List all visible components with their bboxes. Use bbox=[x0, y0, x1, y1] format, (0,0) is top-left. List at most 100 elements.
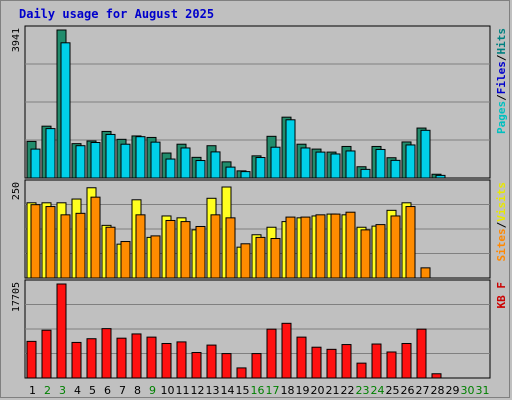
panel-1-legend: Pages/Files/Hits bbox=[495, 28, 508, 134]
x-tick-label-day-12: 12 bbox=[191, 384, 205, 397]
bar-kb-f-day-1 bbox=[26, 340, 37, 379]
bar-kb-f-day-10 bbox=[161, 342, 172, 379]
legend-entry: Hits bbox=[495, 28, 508, 55]
x-tick-label-day-19: 19 bbox=[296, 384, 310, 397]
x-tick-label-day-13: 13 bbox=[206, 384, 220, 397]
bar-sites-day-8 bbox=[135, 214, 146, 279]
x-tick-label-day-29: 29 bbox=[446, 384, 460, 397]
legend-entry: Sites bbox=[495, 228, 508, 261]
bar-files-day-11 bbox=[180, 147, 191, 179]
chart-title: Daily usage for August 2025 bbox=[19, 7, 215, 21]
bar-sites-day-3 bbox=[60, 214, 71, 279]
bar-files-day-1 bbox=[30, 148, 41, 179]
bar-kb-f-day-7 bbox=[116, 337, 127, 379]
bar-kb-f-day-4 bbox=[71, 341, 82, 379]
bar-files-day-20 bbox=[315, 151, 326, 179]
x-tick-label-day-15: 15 bbox=[236, 384, 250, 397]
bar-sites-day-12 bbox=[195, 225, 206, 279]
bar-sites-day-2 bbox=[45, 206, 56, 279]
bar-sites-day-14 bbox=[225, 217, 236, 279]
legend-entry: / bbox=[495, 54, 508, 61]
bar-files-day-9 bbox=[150, 141, 161, 179]
x-tick-label-day-27: 27 bbox=[416, 384, 430, 397]
bar-files-day-24 bbox=[375, 148, 386, 179]
bar-kb-f-day-25 bbox=[386, 351, 397, 379]
bar-kb-f-day-26 bbox=[401, 342, 412, 379]
legend-entry: Pages bbox=[495, 101, 508, 134]
bar-kb-f-day-8 bbox=[131, 333, 142, 379]
x-tick-label-day-10: 10 bbox=[161, 384, 175, 397]
x-tick-label-day-21: 21 bbox=[326, 384, 340, 397]
bar-kb-f-day-9 bbox=[146, 336, 157, 379]
bar-kb-f-day-15 bbox=[236, 367, 247, 379]
bar-sites-day-16 bbox=[255, 236, 266, 279]
bar-files-day-19 bbox=[300, 147, 311, 179]
x-tick-label-day-6: 6 bbox=[104, 384, 111, 397]
bar-files-day-2 bbox=[45, 128, 56, 179]
legend-entry: Files bbox=[495, 61, 508, 94]
bar-files-day-14 bbox=[225, 166, 236, 179]
bar-kb-f-day-27 bbox=[416, 328, 427, 379]
x-tick-label-day-3: 3 bbox=[59, 384, 66, 397]
bar-sites-day-1 bbox=[30, 204, 41, 279]
bar-kb-f-day-6 bbox=[101, 328, 112, 379]
bar-kb-f-day-20 bbox=[311, 346, 322, 379]
x-tick-label-day-22: 22 bbox=[341, 384, 355, 397]
bar-sites-day-18 bbox=[285, 216, 296, 279]
bar-files-day-26 bbox=[405, 144, 416, 179]
bar-sites-day-15 bbox=[240, 243, 251, 279]
bar-files-day-7 bbox=[120, 143, 131, 179]
bar-files-day-18 bbox=[285, 119, 296, 179]
bar-files-day-17 bbox=[270, 146, 281, 179]
x-tick-label-day-23: 23 bbox=[356, 384, 370, 397]
bar-kb-f-day-21 bbox=[326, 348, 337, 379]
bar-sites-day-26 bbox=[405, 206, 416, 279]
bar-kb-f-day-18 bbox=[281, 322, 292, 379]
x-tick-label-day-11: 11 bbox=[176, 384, 190, 397]
bar-sites-day-25 bbox=[390, 215, 401, 279]
x-tick-label-day-1: 1 bbox=[29, 384, 36, 397]
bar-files-day-12 bbox=[195, 160, 206, 179]
bar-kb-f-day-19 bbox=[296, 336, 307, 379]
bar-kb-f-day-24 bbox=[371, 343, 382, 379]
bar-kb-f-day-23 bbox=[356, 362, 367, 379]
bar-kb-f-day-12 bbox=[191, 352, 202, 379]
bar-sites-day-27 bbox=[420, 267, 431, 279]
bar-sites-day-24 bbox=[375, 224, 386, 279]
bar-files-day-28 bbox=[435, 174, 446, 179]
bar-kb-f-day-28 bbox=[431, 373, 442, 379]
bar-files-day-21 bbox=[330, 153, 341, 179]
x-tick-label-day-7: 7 bbox=[119, 384, 126, 397]
legend-entry: / bbox=[495, 94, 508, 101]
bar-sites-day-4 bbox=[75, 212, 86, 279]
panel-1-max-label: 3941 bbox=[11, 28, 22, 52]
bar-files-day-27 bbox=[420, 129, 431, 179]
bar-sites-day-6 bbox=[105, 226, 116, 279]
x-tick-label-day-24: 24 bbox=[371, 384, 385, 397]
x-tick-label-day-14: 14 bbox=[221, 384, 235, 397]
x-tick-label-day-16: 16 bbox=[251, 384, 265, 397]
x-tick-label-day-8: 8 bbox=[134, 384, 141, 397]
bar-sites-day-22 bbox=[345, 211, 356, 279]
bar-files-day-5 bbox=[90, 142, 101, 179]
x-tick-label-day-31: 31 bbox=[476, 384, 490, 397]
bar-sites-day-13 bbox=[210, 214, 221, 279]
x-tick-label-day-18: 18 bbox=[281, 384, 295, 397]
x-tick-label-day-17: 17 bbox=[266, 384, 280, 397]
bar-files-day-8 bbox=[135, 136, 146, 179]
bar-sites-day-5 bbox=[90, 196, 101, 279]
bar-kb-f-day-5 bbox=[86, 338, 97, 379]
x-tick-label-day-30: 30 bbox=[461, 384, 475, 397]
bar-files-day-3 bbox=[60, 42, 71, 179]
bar-kb-f-day-13 bbox=[206, 344, 217, 379]
bar-sites-day-17 bbox=[270, 238, 281, 279]
bar-kb-f-day-16 bbox=[251, 353, 262, 379]
bar-kb-f-day-17 bbox=[266, 328, 277, 379]
bar-sites-day-19 bbox=[300, 216, 311, 279]
bar-files-day-22 bbox=[345, 150, 356, 179]
bar-kb-f-day-11 bbox=[176, 341, 187, 379]
bar-kb-f-day-14 bbox=[221, 353, 232, 379]
bar-sites-day-23 bbox=[360, 229, 371, 279]
